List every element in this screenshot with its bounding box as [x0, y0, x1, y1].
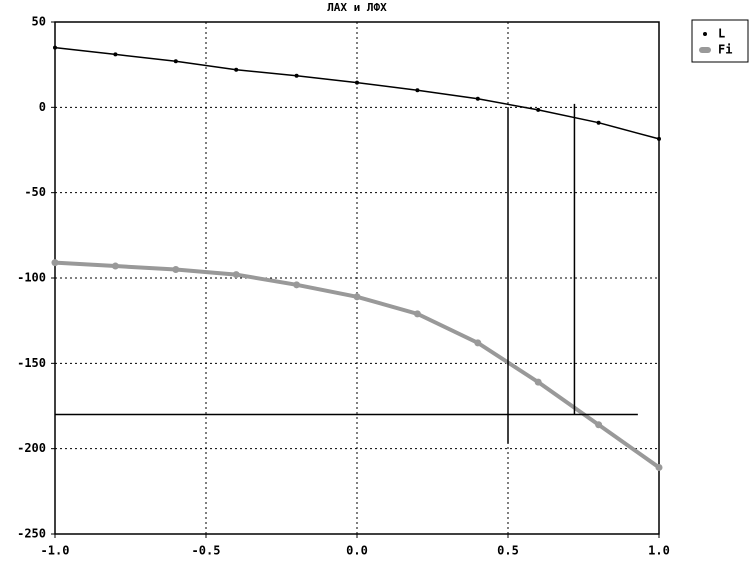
y-tick-label: 0 [39, 100, 46, 114]
point [173, 59, 178, 64]
point [294, 73, 299, 78]
point [657, 136, 661, 141]
y-tick-label: -250 [17, 527, 46, 541]
point [596, 120, 601, 125]
y-tick-label: -50 [24, 185, 46, 199]
y-tick-label: -150 [17, 356, 46, 370]
point [536, 107, 541, 112]
point [111, 262, 119, 270]
point [113, 52, 118, 57]
legend-label: Fi [718, 43, 732, 57]
point [595, 421, 603, 429]
x-tick-label: 1.0 [648, 544, 670, 558]
legend-marker [699, 47, 711, 53]
chart-title: ЛАХ и ЛФХ [327, 1, 387, 14]
x-tick-label: -1.0 [41, 544, 70, 558]
plot-frame [54, 21, 660, 535]
point [353, 293, 361, 301]
point [655, 463, 663, 471]
point [415, 88, 420, 93]
x-tick-label: 0.5 [497, 544, 519, 558]
legend-label: L [718, 27, 725, 41]
point [51, 259, 59, 267]
point [474, 339, 482, 347]
point [53, 45, 57, 50]
point [172, 265, 180, 273]
point [355, 80, 359, 85]
y-tick-label: 50 [32, 15, 46, 29]
point [232, 271, 240, 279]
x-tick-label: -0.5 [192, 544, 221, 558]
y-tick-label: -100 [17, 271, 46, 285]
point [293, 281, 301, 289]
point [413, 310, 421, 318]
legend-box [691, 19, 749, 63]
point [234, 67, 239, 72]
x-tick-label: 0.0 [346, 544, 368, 558]
legend-marker [703, 32, 707, 36]
y-tick-label: -200 [17, 441, 46, 455]
point [534, 378, 542, 386]
point [475, 96, 480, 101]
